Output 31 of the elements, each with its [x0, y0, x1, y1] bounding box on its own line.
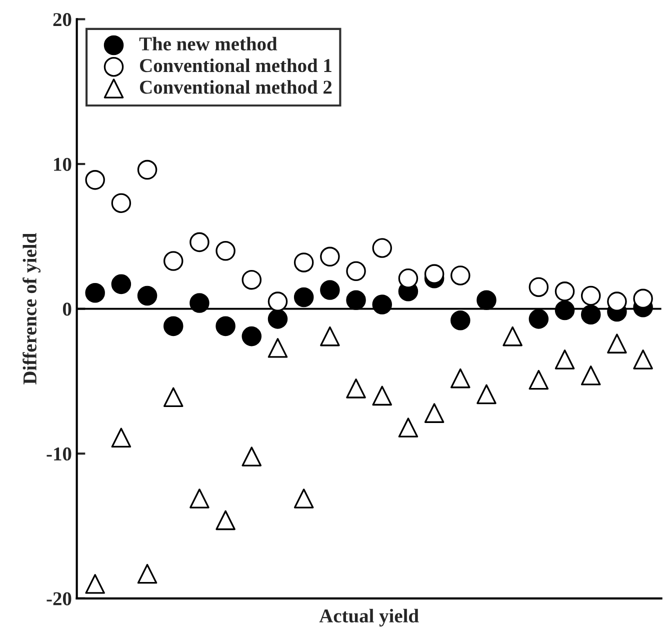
point [424, 264, 444, 284]
point [528, 309, 549, 329]
legend-label: Conventional method 1 [140, 58, 332, 72]
point [85, 282, 105, 303]
point [633, 288, 653, 309]
point [216, 316, 236, 336]
y-tick-label: 20 [53, 13, 72, 26]
point [163, 316, 184, 336]
y-tick-label: -10 [46, 447, 72, 461]
point [607, 292, 627, 312]
point [190, 293, 210, 313]
point [580, 304, 601, 324]
legend-label: The new method [139, 36, 278, 51]
point [294, 287, 314, 308]
y-tick-label: 10 [54, 158, 72, 171]
point [111, 274, 132, 294]
y-tick-label: 0 [62, 302, 72, 316]
point [398, 268, 418, 288]
point [476, 290, 496, 310]
point [268, 309, 288, 329]
x-axis-title: Actual yield [319, 608, 419, 627]
y-tick-label: -20 [46, 592, 72, 606]
legend-label: Conventional method 2 [140, 80, 332, 94]
point [554, 300, 575, 320]
point [320, 280, 340, 300]
point [137, 286, 158, 306]
point [450, 310, 470, 330]
point [346, 290, 366, 310]
point [242, 326, 262, 346]
point [372, 294, 392, 314]
y-axis-title: Difference of yield [22, 233, 40, 384]
